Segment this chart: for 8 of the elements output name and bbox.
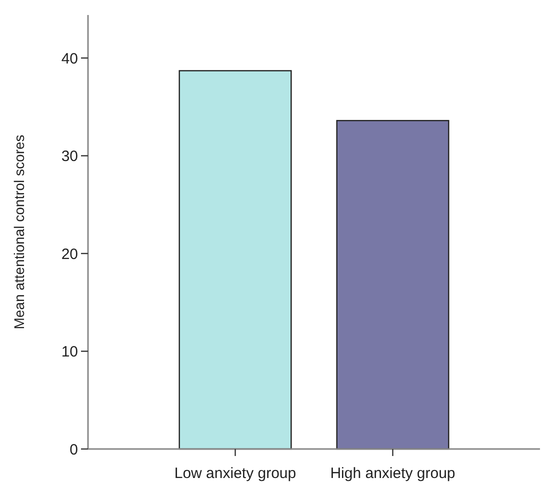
y-tick-label: 30: [61, 148, 78, 166]
y-tick-label: 20: [61, 246, 78, 263]
y-tick-label: 0: [70, 441, 78, 458]
y-tick-label: 40: [61, 50, 78, 68]
y-tick-label: 10: [61, 344, 78, 360]
x-tick-label: Low anxiety group: [174, 465, 296, 482]
x-tick-label: High anxiety group: [330, 465, 456, 482]
y-axis-title: Mean attentional control scores: [11, 134, 27, 330]
